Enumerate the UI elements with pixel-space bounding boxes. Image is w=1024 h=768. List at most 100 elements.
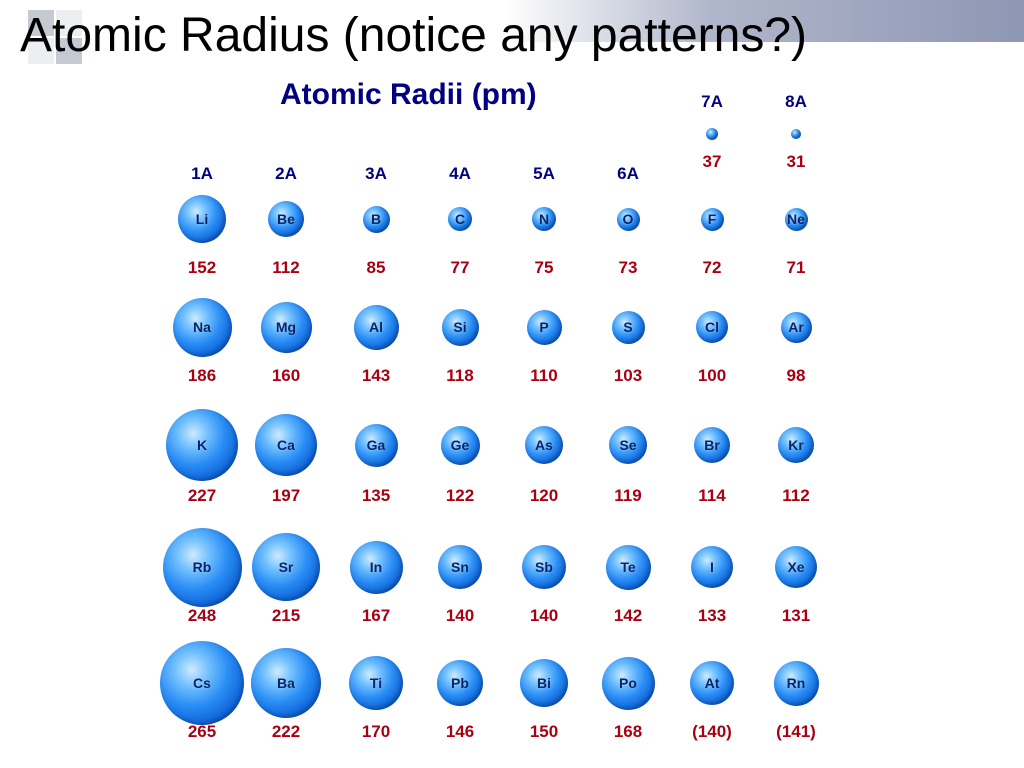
element-cell: Na186: [160, 294, 244, 360]
atom-sphere: F: [701, 208, 724, 231]
group-header: 6A: [598, 164, 658, 184]
element-symbol: Rn: [787, 675, 806, 691]
sphere-container: [670, 122, 754, 146]
element-symbol: S: [623, 319, 632, 335]
element-symbol: Cs: [193, 675, 211, 691]
atom-sphere: Ca: [255, 414, 317, 476]
element-cell: Si118: [418, 294, 502, 360]
atom-sphere: Rb: [163, 528, 242, 607]
element-symbol: Te: [620, 559, 635, 575]
group-header: 1A: [172, 164, 232, 184]
sphere-container: Li: [160, 186, 244, 252]
element-cell: P110: [502, 294, 586, 360]
element-symbol: In: [370, 559, 382, 575]
sphere-container: Rn: [754, 640, 838, 726]
sphere-container: Br: [670, 402, 754, 488]
sphere-container: Po: [586, 640, 670, 726]
atom-sphere: Ba: [251, 648, 321, 718]
atom-sphere: At: [690, 661, 734, 705]
element-symbol: Sb: [535, 559, 553, 575]
sphere-container: Ge: [418, 402, 502, 488]
radius-value: 186: [160, 366, 244, 386]
group-header: 2A: [256, 164, 316, 184]
radius-value: 142: [586, 606, 670, 626]
element-cell: Rn(141): [754, 640, 838, 726]
atom-sphere: Br: [694, 427, 730, 463]
atom-sphere: Ga: [355, 424, 398, 467]
element-symbol: Be: [277, 211, 295, 227]
element-cell: Ar98: [754, 294, 838, 360]
atom-sphere: O: [617, 208, 640, 231]
element-cell: Ga135: [334, 402, 418, 488]
element-cell: Ba222: [244, 640, 328, 726]
atom-sphere: Rn: [774, 661, 819, 706]
element-cell: Ca197: [244, 402, 328, 488]
sphere-container: Ca: [244, 402, 328, 488]
radius-value: 120: [502, 486, 586, 506]
element-cell: F72: [670, 186, 754, 252]
element-symbol: Ti: [370, 675, 382, 691]
element-cell: Po168: [586, 640, 670, 726]
radius-value: 103: [586, 366, 670, 386]
radius-value: 118: [418, 366, 502, 386]
atom-sphere: [791, 129, 801, 139]
sphere-container: As: [502, 402, 586, 488]
element-symbol: Ba: [277, 675, 295, 691]
element-cell: In167: [334, 524, 418, 610]
atom-sphere: Cl: [696, 311, 728, 343]
radius-value: 31: [754, 152, 838, 172]
radius-value: 131: [754, 606, 838, 626]
element-cell: K227: [160, 402, 244, 488]
radius-value: 140: [418, 606, 502, 626]
element-cell: 37: [670, 122, 754, 146]
radius-value: 112: [244, 258, 328, 278]
element-symbol: Ge: [451, 437, 470, 453]
element-cell: Xe131: [754, 524, 838, 610]
sphere-container: Be: [244, 186, 328, 252]
sphere-container: F: [670, 186, 754, 252]
sphere-container: Sb: [502, 524, 586, 610]
atom-sphere: Sr: [252, 533, 320, 601]
element-cell: I133: [670, 524, 754, 610]
element-symbol: Se: [619, 437, 636, 453]
element-symbol: Kr: [788, 437, 804, 453]
radius-value: 222: [244, 722, 328, 742]
sphere-container: I: [670, 524, 754, 610]
radius-value: 215: [244, 606, 328, 626]
element-cell: Se119: [586, 402, 670, 488]
atom-sphere: Te: [606, 545, 651, 590]
atom-sphere: In: [350, 541, 403, 594]
sphere-container: Na: [160, 294, 244, 360]
radius-value: 197: [244, 486, 328, 506]
radius-value: 168: [586, 722, 670, 742]
atom-sphere: N: [532, 207, 556, 231]
sphere-container: Mg: [244, 294, 328, 360]
element-cell: Pb146: [418, 640, 502, 726]
radius-value: 75: [502, 258, 586, 278]
atom-sphere: Xe: [775, 546, 817, 588]
element-symbol: Cl: [705, 319, 719, 335]
element-cell: Sb140: [502, 524, 586, 610]
atom-sphere: Se: [609, 426, 647, 464]
element-symbol: Bi: [537, 675, 551, 691]
atom-sphere: C: [448, 207, 472, 231]
atom-sphere: Ar: [781, 312, 812, 343]
element-cell: Rb248: [160, 524, 244, 610]
element-symbol: I: [710, 559, 714, 575]
sphere-container: Rb: [160, 524, 244, 610]
radius-value: 114: [670, 486, 754, 506]
atom-sphere: Sb: [522, 545, 566, 589]
element-cell: B85: [334, 186, 418, 252]
sphere-container: Ne: [754, 186, 838, 252]
element-symbol: At: [705, 675, 720, 691]
radius-value: 71: [754, 258, 838, 278]
radius-value: 85: [334, 258, 418, 278]
sphere-container: Ar: [754, 294, 838, 360]
element-cell: Kr112: [754, 402, 838, 488]
element-cell: Br114: [670, 402, 754, 488]
element-symbol: As: [535, 437, 553, 453]
radius-value: 112: [754, 486, 838, 506]
radius-value: 37: [670, 152, 754, 172]
element-cell: Te142: [586, 524, 670, 610]
element-symbol: Li: [196, 211, 208, 227]
